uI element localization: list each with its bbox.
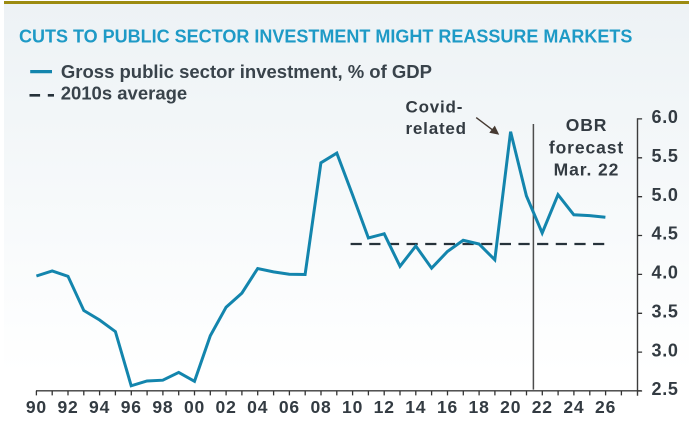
svg-text:Gross public sector investment: Gross public sector investment, % of GDP — [61, 61, 432, 82]
svg-text:08: 08 — [310, 397, 331, 417]
svg-text:24: 24 — [563, 397, 584, 417]
svg-text:4.0: 4.0 — [652, 263, 679, 283]
svg-text:96: 96 — [121, 397, 142, 417]
svg-text:00: 00 — [184, 397, 205, 417]
svg-text:3.5: 3.5 — [652, 302, 679, 322]
svg-text:20: 20 — [500, 397, 521, 417]
svg-text:6.0: 6.0 — [652, 107, 679, 127]
svg-text:2010s average: 2010s average — [61, 83, 188, 104]
svg-text:10: 10 — [342, 397, 363, 417]
svg-text:Covid-: Covid- — [406, 97, 464, 116]
svg-text:26: 26 — [595, 397, 616, 417]
svg-text:related: related — [406, 119, 467, 138]
svg-text:forecast: forecast — [549, 137, 624, 157]
svg-text:90: 90 — [26, 397, 47, 417]
svg-text:OBR: OBR — [566, 115, 608, 135]
svg-text:3.0: 3.0 — [652, 340, 679, 360]
svg-text:2.5: 2.5 — [652, 379, 679, 399]
svg-text:02: 02 — [216, 397, 237, 417]
svg-text:5.5: 5.5 — [652, 146, 679, 166]
svg-text:4.5: 4.5 — [652, 224, 679, 244]
svg-text:04: 04 — [247, 397, 268, 417]
svg-text:22: 22 — [532, 397, 553, 417]
svg-text:Mar. 22: Mar. 22 — [554, 160, 620, 180]
svg-text:16: 16 — [437, 397, 458, 417]
svg-text:92: 92 — [57, 397, 78, 417]
svg-text:14: 14 — [405, 397, 426, 417]
svg-text:98: 98 — [152, 397, 173, 417]
svg-text:5.0: 5.0 — [652, 185, 679, 205]
svg-text:18: 18 — [469, 397, 490, 417]
svg-text:12: 12 — [374, 397, 395, 417]
svg-text:CUTS TO PUBLIC SECTOR INVESTME: CUTS TO PUBLIC SECTOR INVESTMENT MIGHT R… — [19, 27, 632, 47]
svg-text:94: 94 — [89, 397, 110, 417]
svg-text:06: 06 — [279, 397, 300, 417]
